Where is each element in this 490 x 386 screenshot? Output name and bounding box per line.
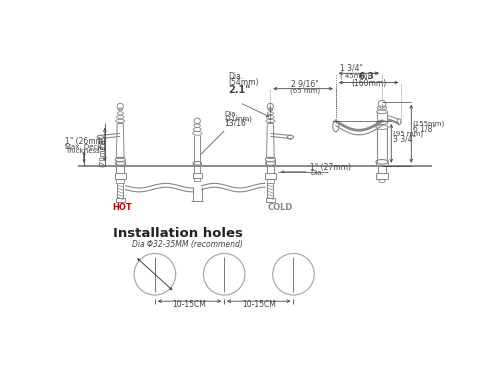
Text: (160mm): (160mm) bbox=[351, 79, 386, 88]
Text: 1 3/4": 1 3/4" bbox=[340, 64, 363, 73]
Text: 2.8": 2.8" bbox=[98, 135, 107, 150]
Text: (155mm): (155mm) bbox=[413, 121, 445, 127]
Bar bbox=[376, 173, 388, 179]
Text: (95 mm): (95 mm) bbox=[393, 130, 423, 137]
Text: 6.3": 6.3" bbox=[358, 72, 379, 81]
Text: Dia.: Dia. bbox=[224, 111, 238, 117]
Bar bbox=[117, 179, 124, 183]
Bar bbox=[116, 198, 125, 202]
Text: (54mm): (54mm) bbox=[228, 78, 259, 87]
Text: 1" (27mm): 1" (27mm) bbox=[311, 163, 351, 171]
Text: ( 45mm): ( 45mm) bbox=[340, 72, 369, 79]
Text: Max. Deck: Max. Deck bbox=[65, 144, 101, 150]
Text: 10-15CM: 10-15CM bbox=[242, 300, 276, 309]
Text: Dia Φ32-35MM (recommend): Dia Φ32-35MM (recommend) bbox=[132, 240, 243, 249]
Text: 2.1": 2.1" bbox=[228, 85, 250, 95]
Text: (65 mm): (65 mm) bbox=[290, 88, 319, 94]
Text: (21mm): (21mm) bbox=[224, 115, 252, 122]
Text: 3 3/4": 3 3/4" bbox=[393, 134, 416, 143]
Text: 13/16": 13/16" bbox=[224, 119, 249, 128]
Text: 2 9/16": 2 9/16" bbox=[291, 80, 318, 88]
Text: 1" (26mm): 1" (26mm) bbox=[65, 137, 106, 146]
Bar bbox=[194, 178, 200, 181]
Bar bbox=[193, 173, 202, 178]
Text: Dia.: Dia. bbox=[311, 170, 324, 176]
Text: Thickness: Thickness bbox=[65, 147, 99, 154]
Bar bbox=[267, 179, 274, 183]
Text: 10-15CM: 10-15CM bbox=[172, 300, 206, 309]
Text: HOT: HOT bbox=[113, 203, 132, 212]
Text: Dia.: Dia. bbox=[228, 73, 243, 81]
Text: (70mm): (70mm) bbox=[99, 139, 106, 168]
Bar bbox=[265, 173, 276, 179]
Text: COLD: COLD bbox=[268, 203, 294, 212]
Text: 6 1/8": 6 1/8" bbox=[413, 124, 436, 133]
Bar bbox=[115, 173, 125, 179]
Text: Installation holes: Installation holes bbox=[113, 227, 243, 240]
Bar bbox=[266, 198, 275, 202]
